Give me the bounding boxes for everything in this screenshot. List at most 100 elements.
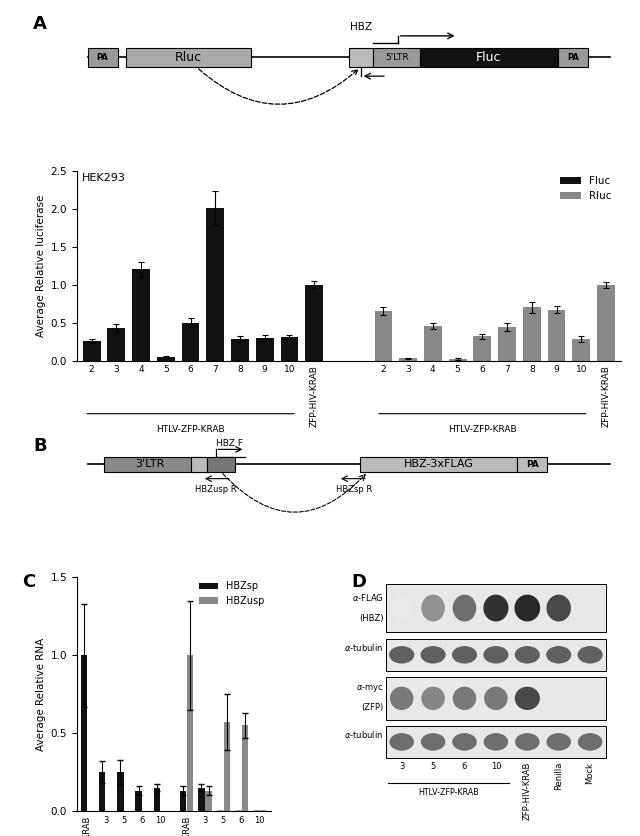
Bar <box>305 284 323 360</box>
Text: D: D <box>351 573 366 590</box>
Bar <box>136 791 141 811</box>
Bar <box>180 791 186 811</box>
Text: HTLV-ZFP-KRAB: HTLV-ZFP-KRAB <box>448 426 516 434</box>
Ellipse shape <box>452 594 476 621</box>
Bar <box>231 339 249 360</box>
Bar <box>558 48 588 67</box>
Text: (HBZ): (HBZ) <box>359 614 383 624</box>
Ellipse shape <box>483 646 508 664</box>
Ellipse shape <box>515 733 540 751</box>
Bar <box>374 311 392 360</box>
Text: HEK293: HEK293 <box>82 172 126 182</box>
Bar <box>242 726 248 811</box>
Bar <box>399 359 417 360</box>
Text: 3'LTR: 3'LTR <box>136 460 165 470</box>
Text: 6: 6 <box>462 762 467 771</box>
Ellipse shape <box>547 594 571 621</box>
Text: HBZ-3xFLAG: HBZ-3xFLAG <box>404 460 474 470</box>
Ellipse shape <box>547 733 571 751</box>
Y-axis label: Average Relative luciferase: Average Relative luciferase <box>36 195 46 337</box>
Bar <box>597 284 615 360</box>
Bar <box>154 788 160 811</box>
Bar <box>207 457 235 472</box>
Legend: HBZsp, HBZusp: HBZsp, HBZusp <box>195 578 268 610</box>
Bar <box>81 655 87 811</box>
Bar <box>223 722 230 811</box>
Text: A: A <box>33 15 47 33</box>
Text: (ZFP): (ZFP) <box>361 703 383 712</box>
Ellipse shape <box>483 594 508 621</box>
Bar <box>104 457 207 472</box>
Text: ZFP-HIV-KRAB: ZFP-HIV-KRAB <box>523 762 532 820</box>
Bar <box>125 48 251 67</box>
Text: HBZ: HBZ <box>350 23 372 33</box>
Ellipse shape <box>389 646 414 664</box>
Text: 10: 10 <box>491 762 501 771</box>
Ellipse shape <box>390 594 413 621</box>
Bar <box>191 457 207 472</box>
Bar <box>424 326 442 360</box>
Bar <box>474 336 492 360</box>
Bar <box>360 457 518 472</box>
Text: C: C <box>22 573 36 590</box>
Bar <box>83 341 100 360</box>
Ellipse shape <box>484 733 508 751</box>
Bar <box>187 655 193 811</box>
Bar <box>386 584 606 633</box>
Ellipse shape <box>390 733 414 751</box>
Bar <box>420 48 558 67</box>
Text: Mock: Mock <box>586 762 595 784</box>
Legend: Fluc, Rluc: Fluc, Rluc <box>556 172 616 206</box>
Bar <box>182 323 200 360</box>
Ellipse shape <box>421 686 445 710</box>
Text: HBZsp R: HBZsp R <box>336 485 372 494</box>
Bar <box>88 48 118 67</box>
Text: $\alpha$-FLAG: $\alpha$-FLAG <box>352 592 383 603</box>
Bar <box>280 337 298 360</box>
Ellipse shape <box>390 686 413 710</box>
Y-axis label: Average Relative RNA: Average Relative RNA <box>36 638 46 751</box>
Text: HTLV-ZFP-KRAB: HTLV-ZFP-KRAB <box>156 426 225 434</box>
Bar <box>108 328 125 360</box>
Ellipse shape <box>515 646 540 664</box>
Bar <box>157 357 175 360</box>
Text: PA: PA <box>97 53 109 62</box>
Bar <box>523 308 541 360</box>
Bar <box>117 772 124 811</box>
Ellipse shape <box>452 686 476 710</box>
Ellipse shape <box>452 646 477 664</box>
Bar <box>373 48 420 67</box>
Bar <box>198 788 205 811</box>
Bar <box>386 677 606 720</box>
Text: B: B <box>33 436 47 455</box>
Ellipse shape <box>452 733 477 751</box>
Ellipse shape <box>577 646 603 664</box>
Ellipse shape <box>484 686 508 710</box>
Ellipse shape <box>515 594 540 621</box>
Text: HTLV-ZFP-KRAB: HTLV-ZFP-KRAB <box>419 788 479 797</box>
Bar <box>498 327 516 360</box>
Text: Renilla: Renilla <box>554 762 563 790</box>
Bar <box>386 726 606 757</box>
Text: HBZ F: HBZ F <box>216 439 243 448</box>
Bar <box>99 772 106 811</box>
Ellipse shape <box>420 646 445 664</box>
Ellipse shape <box>421 594 445 621</box>
Ellipse shape <box>578 733 602 751</box>
Bar <box>386 639 606 670</box>
Text: 5'LTR: 5'LTR <box>385 53 408 62</box>
Bar <box>572 339 590 360</box>
Bar <box>518 457 547 472</box>
Bar <box>205 791 212 811</box>
Text: 5: 5 <box>431 762 436 771</box>
Bar <box>548 309 565 360</box>
Text: PA: PA <box>567 53 579 62</box>
Bar <box>206 208 224 360</box>
Bar <box>256 338 274 360</box>
Text: Rluc: Rluc <box>175 51 202 64</box>
Bar <box>349 48 373 67</box>
Ellipse shape <box>546 646 572 664</box>
Text: $\alpha$-tubulin: $\alpha$-tubulin <box>344 642 383 653</box>
Ellipse shape <box>421 733 445 751</box>
Bar <box>449 359 467 360</box>
